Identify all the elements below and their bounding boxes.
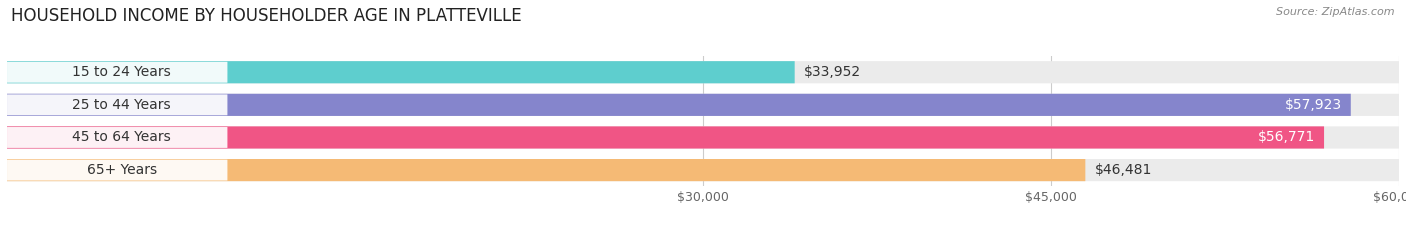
FancyBboxPatch shape [7, 126, 1324, 149]
FancyBboxPatch shape [7, 94, 1399, 116]
Text: $56,771: $56,771 [1257, 130, 1315, 144]
FancyBboxPatch shape [7, 61, 794, 83]
FancyBboxPatch shape [7, 61, 1399, 83]
FancyBboxPatch shape [7, 94, 1351, 116]
FancyBboxPatch shape [7, 160, 228, 181]
Text: $33,952: $33,952 [804, 65, 860, 79]
Text: 45 to 64 Years: 45 to 64 Years [72, 130, 172, 144]
FancyBboxPatch shape [7, 94, 228, 115]
Text: 15 to 24 Years: 15 to 24 Years [72, 65, 172, 79]
Text: $57,923: $57,923 [1285, 98, 1341, 112]
Text: Source: ZipAtlas.com: Source: ZipAtlas.com [1277, 7, 1395, 17]
FancyBboxPatch shape [7, 126, 1399, 149]
FancyBboxPatch shape [7, 62, 228, 83]
FancyBboxPatch shape [7, 159, 1399, 181]
Text: 65+ Years: 65+ Years [87, 163, 156, 177]
Text: 25 to 44 Years: 25 to 44 Years [72, 98, 172, 112]
Text: $46,481: $46,481 [1095, 163, 1152, 177]
FancyBboxPatch shape [7, 159, 1085, 181]
Text: HOUSEHOLD INCOME BY HOUSEHOLDER AGE IN PLATTEVILLE: HOUSEHOLD INCOME BY HOUSEHOLDER AGE IN P… [11, 7, 522, 25]
FancyBboxPatch shape [7, 127, 228, 148]
